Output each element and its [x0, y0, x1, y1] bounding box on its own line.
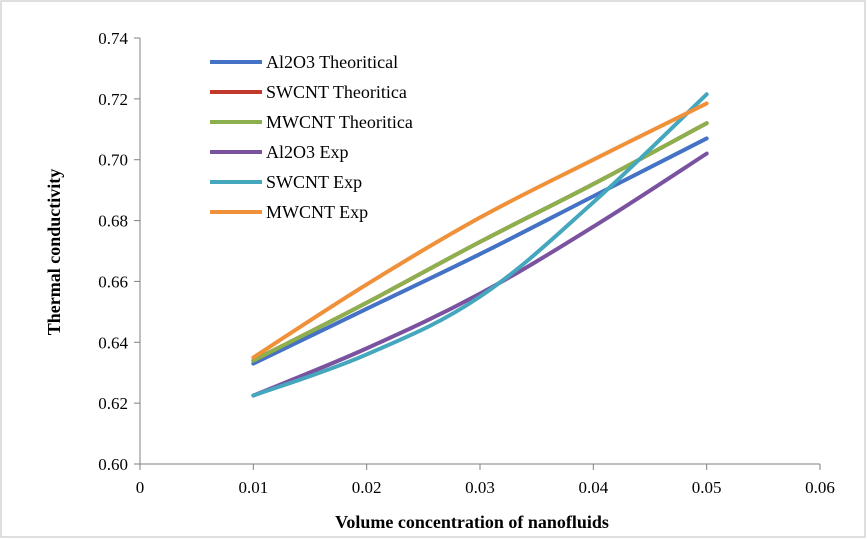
series-lines: [251, 92, 709, 398]
y-tick-label: 0.70: [98, 151, 128, 170]
y-tick-label: 0.72: [98, 90, 128, 109]
legend-label-swcnt-exp: SWCNT Exp: [266, 172, 362, 192]
legend-label-mwcnt-theoritica: MWCNT Theoritica: [266, 112, 413, 132]
series-line-mwcnt-exp: [251, 101, 709, 360]
series-line-al2o3-theoritical: [251, 136, 709, 366]
x-tick-label: 0.01: [238, 478, 268, 497]
x-tick-label: 0.02: [352, 478, 382, 497]
y-tick-label: 0.68: [98, 212, 128, 231]
x-axis-title: Volume concentration of nanofluids: [335, 512, 609, 532]
x-tick-label: 0.03: [465, 478, 495, 497]
y-tick-label: 0.74: [98, 29, 128, 48]
y-axis-title: Thermal conductivity: [44, 169, 64, 336]
x-tick-label: 0.05: [692, 478, 722, 497]
legend: Al2O3 Theoritical SWCNT Theoritica MWCNT T…: [210, 52, 413, 222]
legend-label-mwcnt-exp: MWCNT Exp: [266, 202, 368, 222]
y-tick-label: 0.62: [98, 394, 128, 413]
y-tick-label: 0.66: [98, 272, 128, 291]
y-tick-label: 0.60: [98, 455, 128, 474]
legend-label-al2o3-exp: Al2O3 Exp: [266, 142, 349, 162]
x-tick-label: 0.06: [805, 478, 835, 497]
y-tick-label: 0.64: [98, 333, 128, 352]
legend-label-al2o3-theoritical: Al2O3 Theoritical: [266, 52, 398, 72]
tick-labels: 0.60 0.62 0.64 0.66 0.68 0.70 0.72 0.74 0 0.01 0.0…: [98, 29, 835, 497]
x-tick-label: 0: [136, 478, 145, 497]
tick-marks: [134, 37, 821, 470]
x-tick-label: 0.04: [578, 478, 608, 497]
series-line-al2o3-exp: [251, 151, 709, 398]
legend-label-swcnt-theoritica: SWCNT Theoritica: [266, 82, 407, 102]
series-line-swcnt-exp: [251, 92, 709, 398]
